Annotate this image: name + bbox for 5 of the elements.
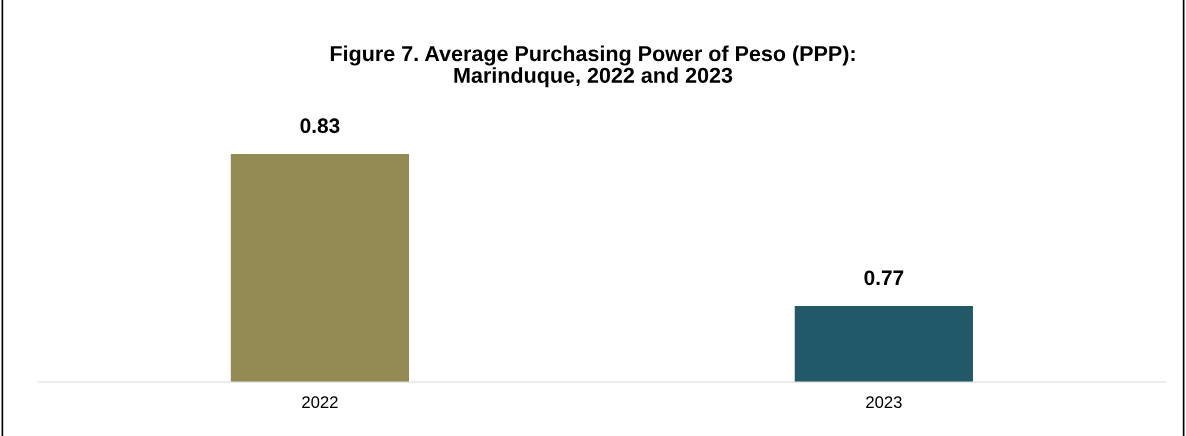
chart-title: Figure 7. Average Purchasing Power of Peso (PPP): Marinduque, 2022 and 2023: [330, 45, 855, 88]
x-tick-label: 2023: [866, 396, 902, 409]
data-label: 0.77: [864, 270, 904, 286]
x-tick-label: 2022: [302, 396, 338, 409]
data-label: 0.83: [300, 118, 340, 134]
